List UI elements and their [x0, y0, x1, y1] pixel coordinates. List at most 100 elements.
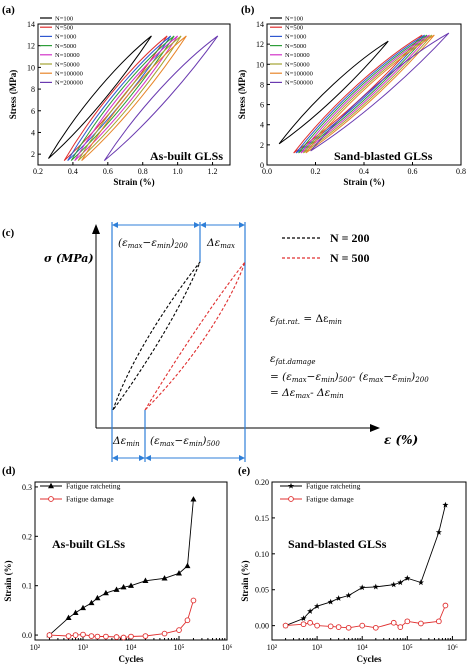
x-axis-label: Strain (%) [113, 177, 154, 187]
panel-annotation: Sand-blasted GLSs [288, 537, 387, 551]
data-point [314, 603, 321, 609]
data-point [397, 624, 404, 630]
x-tick-label: 0.6 [408, 167, 418, 176]
y-tick-label: 2 [260, 141, 264, 150]
c-eq2-title: εfat.damage [270, 353, 316, 366]
data-point [390, 619, 397, 626]
panel-e: 10² 10³ 10⁴ 10⁵ 10⁶ 0.00 0.05 0.10 0.15 0.20 Cycle… [238, 465, 467, 664]
hysteresis-loop [310, 32, 450, 152]
data-point [80, 631, 86, 638]
c-eq2-line1: = (εmax−εmin)500- (εmax−εmin)200 [270, 371, 429, 384]
data-point [113, 634, 120, 640]
x-tick-label: 10⁴ [357, 643, 368, 652]
legend-label: Fatigue damage [66, 495, 114, 504]
legend-label: N=10000 [285, 52, 310, 59]
y-axis-label: Stress (MPa) [8, 70, 18, 120]
data-point [417, 579, 424, 586]
hysteresis-loop [74, 35, 179, 162]
x-axis-label: Strain (%) [343, 177, 384, 187]
c-arrowhead [194, 222, 200, 228]
x-tick-label: 0.4 [68, 167, 78, 176]
data-point [397, 579, 404, 586]
x-tick-label: 10⁶ [222, 643, 233, 652]
legend-label: N=1000 [55, 34, 76, 41]
c-eq2-line2: = Δεmax- Δεmin [270, 387, 344, 400]
panel-b: 0.0 0.2 0.4 0.6 0.8 0 2 4 6 8 10 12 14 Strain (%) Stre… [237, 4, 466, 187]
panel-annotation: As-built GLSs [52, 537, 125, 551]
x-tick-label: 0.0 [262, 167, 272, 176]
data-point [80, 604, 86, 611]
data-point [65, 614, 72, 620]
panel-a: 0.2 0.4 0.6 0.8 1.0 1.2 2 4 6 8 10 12 14 Strain (%) St… [2, 4, 231, 187]
panel-label: (e) [238, 465, 251, 477]
y-tick-label: 12 [27, 42, 35, 51]
y-tick-label: 0 [260, 161, 264, 170]
x-tick-label: 1.0 [173, 167, 183, 176]
hysteresis-loop [48, 35, 152, 159]
legend-label: N=500000 [285, 80, 313, 87]
data-point [113, 586, 120, 592]
legend-label: N=100000 [285, 71, 313, 78]
c-x-arrow [370, 424, 380, 432]
data-point [190, 597, 197, 604]
data-point [282, 622, 289, 629]
hysteresis-loop [278, 40, 389, 145]
y-tick-label: 10 [27, 63, 35, 72]
data-point [48, 496, 54, 502]
c-x-axis-label: ε (%) [384, 433, 418, 447]
y-tick-label: 14 [27, 20, 35, 29]
y-tick-label: 0.1 [22, 582, 32, 591]
data-point [65, 633, 72, 639]
x-axis-label: Cycles [119, 654, 144, 664]
x-tick-label: 0.4 [359, 167, 369, 176]
plot-frame [37, 23, 231, 166]
legend-label: N=100 [55, 15, 73, 22]
y-tick-label: 6 [31, 107, 35, 116]
data-point [404, 618, 411, 625]
c-arrowhead [239, 455, 245, 461]
legend-label: Fatigue ratcheting [306, 482, 361, 491]
data-point [184, 617, 191, 624]
data-point [390, 581, 397, 588]
data-point [176, 570, 182, 576]
legend-label: N=50000 [285, 61, 310, 68]
panel-label: (d) [2, 465, 16, 477]
c-ann-top-left: (εmax−εmin)200 [118, 237, 188, 250]
x-tick-label: 10⁶ [447, 643, 458, 652]
panel-label: (a) [2, 4, 15, 16]
panel-label-c: (c) [2, 227, 15, 239]
data-point [94, 594, 101, 601]
plot-frame [271, 481, 467, 641]
x-tick-label: 10² [267, 643, 278, 652]
data-point [307, 619, 313, 626]
panel-c: (c) σ (MPa) ε (%) (εmax−εmin)200 [2, 222, 429, 462]
data-point [142, 577, 149, 583]
data-point [359, 584, 366, 591]
hysteresis-loop [103, 35, 219, 162]
legend-label: Fatigue ratcheting [66, 482, 121, 491]
data-point [102, 589, 109, 596]
c-loop-n500 [144, 261, 246, 411]
y-tick-label: 0.2 [22, 532, 32, 541]
legend-label: N=100 [285, 15, 303, 22]
c-arrowhead [112, 222, 118, 228]
hysteresis-loop [77, 35, 182, 162]
plot-frame [34, 481, 228, 641]
y-tick-label: 8 [31, 85, 35, 94]
y-tick-label: 0.15 [255, 514, 269, 523]
y-tick-label: 0.20 [255, 478, 269, 487]
data-point [46, 632, 53, 638]
data-point [335, 624, 342, 630]
data-point [72, 609, 79, 616]
c-loop-n200 [112, 261, 201, 411]
data-point [48, 482, 54, 489]
data-point [335, 595, 342, 601]
y-tick-label: 0.00 [255, 622, 269, 631]
panel-label: (b) [241, 4, 255, 16]
y-tick-label: 4 [260, 121, 264, 130]
y-tick-label: 10 [256, 60, 264, 69]
data-point [314, 622, 320, 629]
data-point [120, 583, 127, 590]
data-point [300, 615, 307, 622]
